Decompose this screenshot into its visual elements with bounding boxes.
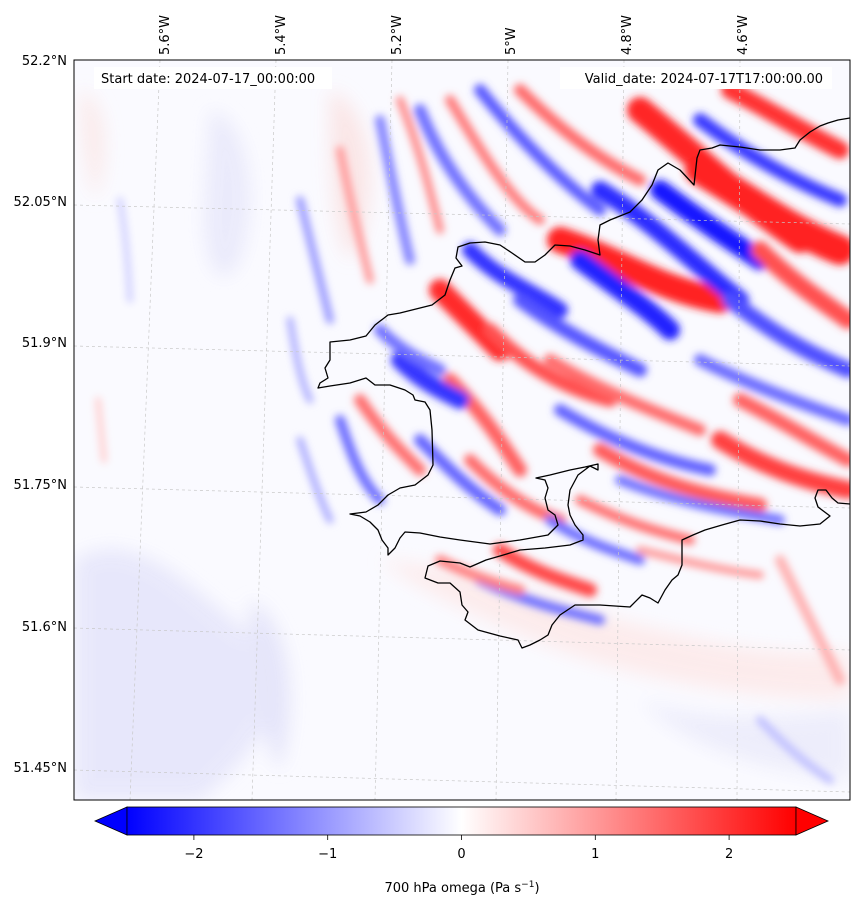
colorbar-tick-label: −2 xyxy=(184,847,203,862)
colorbar-low-extension xyxy=(94,806,128,836)
lat-label: 51.6°N xyxy=(22,620,67,635)
colorbar-high-extension xyxy=(795,806,829,836)
map-frame xyxy=(73,59,851,801)
lon-label: 4.8°W xyxy=(620,15,635,55)
lat-label: 51.9°N xyxy=(22,336,67,351)
valid-date-label: Valid_date: 2024-07-17T17:00:00.00 xyxy=(585,72,823,87)
colorbar-label: 700 hPa omega (Pa s−1) xyxy=(384,880,539,896)
colorbar-gradient xyxy=(126,806,797,836)
colorbar-tick-label: 2 xyxy=(725,847,733,862)
lon-label: 5.2°W xyxy=(390,15,405,55)
lat-label: 52.05°N xyxy=(14,195,67,210)
colorbar-ticks: −2 −1 0 1 2 xyxy=(184,835,733,862)
lon-label: 5°W xyxy=(504,27,519,55)
start-date-label: Start date: 2024-07-17_00:00:00 xyxy=(101,72,315,87)
valid-date-box xyxy=(560,67,832,89)
colorbar-tick-label: −1 xyxy=(318,847,337,862)
longitude-labels: 5.6°W 5.4°W 5.2°W 5°W 4.8°W 4.6°W xyxy=(158,15,751,55)
coastline xyxy=(317,117,850,649)
start-date-box xyxy=(94,67,332,89)
lat-label: 51.45°N xyxy=(14,761,67,776)
latitude-labels: 52.2°N 52.05°N 51.9°N 51.75°N 51.6°N 51.… xyxy=(14,54,67,776)
colorbar-tick-label: 1 xyxy=(591,847,599,862)
map-panel: Start date: 2024-07-17_00:00:00 Valid_da… xyxy=(73,59,851,801)
lon-label: 5.6°W xyxy=(158,15,173,55)
omega-wave-bands xyxy=(95,81,850,784)
lat-label: 51.75°N xyxy=(14,478,67,493)
colorbar: −2 −1 0 1 2 700 hPa omega (Pa s−1) xyxy=(94,806,829,896)
annotations: Start date: 2024-07-17_00:00:00 Valid_da… xyxy=(94,67,832,89)
colorbar-tick-label: 0 xyxy=(457,847,465,862)
lon-label: 4.6°W xyxy=(736,15,751,55)
lon-label: 5.4°W xyxy=(274,15,289,55)
lat-label: 52.2°N xyxy=(22,54,67,69)
